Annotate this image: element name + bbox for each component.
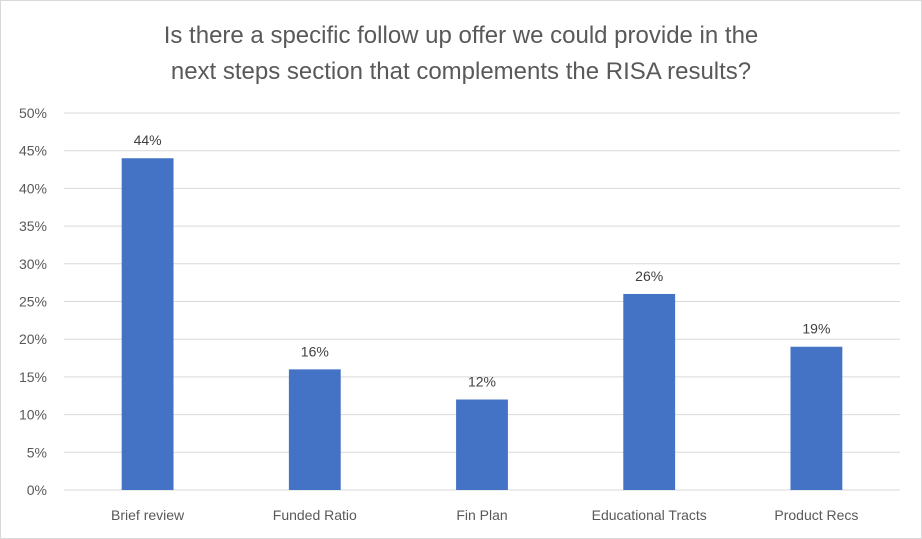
y-tick-label: 15% <box>19 369 47 385</box>
y-tick-label: 50% <box>19 105 47 121</box>
data-label: 12% <box>468 374 496 390</box>
y-tick-label: 45% <box>19 143 47 159</box>
bars <box>121 158 843 491</box>
chart-title-line-1: Is there a specific follow up offer we c… <box>163 22 759 49</box>
y-tick-label: 30% <box>19 256 47 272</box>
y-tick-label: 10% <box>19 407 47 423</box>
data-label: 16% <box>301 343 329 359</box>
x-tick-label: Product Recs <box>774 507 858 523</box>
bar <box>121 158 174 491</box>
data-label: 44% <box>134 132 162 148</box>
x-axis-ticks: Brief review Funded Ratio Fin Plan Educatio… <box>111 507 858 523</box>
y-tick-label: 20% <box>19 331 47 347</box>
chart-title: Is there a specific follow up offer we c… <box>0 18 922 90</box>
x-tick-label: Educational Tracts <box>592 507 707 523</box>
y-axis-ticks: 0% 5% 10% 15% 20% 25% 30% 35% 40% 45% 50% <box>19 105 47 498</box>
y-tick-label: 25% <box>19 294 47 310</box>
bar <box>790 346 843 490</box>
bar <box>623 293 676 490</box>
bar <box>456 399 508 490</box>
y-tick-label: 0% <box>27 482 47 498</box>
chart-title-line-2: next steps section that complements the … <box>170 58 752 85</box>
data-label: 19% <box>802 321 830 337</box>
y-tick-label: 35% <box>19 218 47 234</box>
bar <box>288 369 341 490</box>
data-label: 26% <box>635 268 663 284</box>
x-tick-label: Fin Plan <box>456 507 507 523</box>
data-labels: 44% 16% 12% 26% 19% <box>134 132 831 389</box>
x-tick-label: Funded Ratio <box>273 507 357 523</box>
y-tick-label: 40% <box>19 180 47 196</box>
x-tick-label: Brief review <box>111 507 185 523</box>
y-tick-label: 5% <box>27 444 47 460</box>
